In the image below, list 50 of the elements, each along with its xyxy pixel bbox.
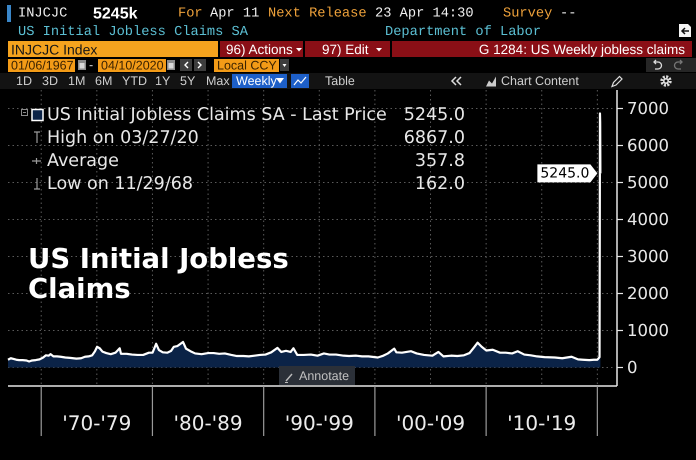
text: Low on 11/29/68 162.0 bbox=[47, 174, 465, 194]
y-tick-label: 6000 bbox=[627, 136, 669, 155]
text: -- bbox=[560, 6, 576, 22]
x-tick-label: '70-'79 bbox=[62, 411, 132, 435]
text: US Initial Jobless Claims SA bbox=[18, 25, 249, 40]
y-tick-label: 7000 bbox=[627, 99, 669, 118]
x-tick-label: '10-'19 bbox=[507, 411, 576, 435]
text: 96) Actions bbox=[226, 42, 294, 57]
text: 04/10/2020 bbox=[101, 58, 164, 72]
text: 5245.0 bbox=[404, 105, 465, 125]
text: 97) Edit bbox=[322, 42, 369, 57]
text: Max bbox=[206, 74, 230, 88]
text: For bbox=[178, 6, 203, 22]
text: Weekly bbox=[236, 74, 278, 88]
text: 01/06/1967 bbox=[11, 58, 74, 72]
text: Next Release bbox=[268, 6, 367, 22]
y-tick-label: 1000 bbox=[627, 321, 669, 340]
text: High on 03/27/20 6867.0 bbox=[47, 128, 465, 148]
text: Average 357.8 bbox=[47, 151, 465, 171]
text: 3D bbox=[42, 74, 58, 88]
text: Apr 11 bbox=[210, 6, 260, 22]
text: Table bbox=[325, 74, 355, 88]
text: Survey bbox=[503, 6, 552, 22]
text: 5Y bbox=[180, 74, 196, 88]
text: Department of Labor bbox=[385, 25, 542, 40]
text: Local CCY bbox=[217, 58, 278, 72]
text: 6M bbox=[95, 74, 112, 88]
annotation: Annotate bbox=[299, 369, 350, 383]
text: 23 Apr 14:30 bbox=[375, 6, 474, 22]
x-tick-label: '00-'09 bbox=[396, 411, 466, 435]
text: Chart Content bbox=[501, 74, 580, 88]
legend-label: US Initial Jobless Claims SA - Last Price bbox=[47, 105, 387, 125]
text: G 1284: US Weekly jobless claims bbox=[478, 42, 686, 57]
x-tick-label: '90-'99 bbox=[284, 411, 354, 435]
y-tick-label: 4000 bbox=[627, 210, 669, 229]
data-label: 5245.0 bbox=[540, 165, 590, 182]
text: US Initial Jobless Claims bbox=[28, 243, 289, 305]
y-tick-label: 0 bbox=[627, 358, 638, 377]
y-tick-label: 3000 bbox=[627, 247, 669, 266]
text: 1D bbox=[16, 74, 32, 88]
text: - bbox=[89, 58, 94, 72]
text: INJCJC Index bbox=[11, 42, 98, 58]
y-tick-label: 5000 bbox=[627, 173, 669, 192]
text: 1Y bbox=[155, 74, 171, 88]
x-tick-label: '80-'89 bbox=[174, 411, 243, 435]
text: 5245k bbox=[93, 6, 138, 22]
text: 1M bbox=[68, 74, 86, 88]
text: INJCJC bbox=[18, 6, 68, 22]
text: YTD bbox=[122, 74, 147, 88]
y-tick-label: 2000 bbox=[627, 284, 669, 303]
